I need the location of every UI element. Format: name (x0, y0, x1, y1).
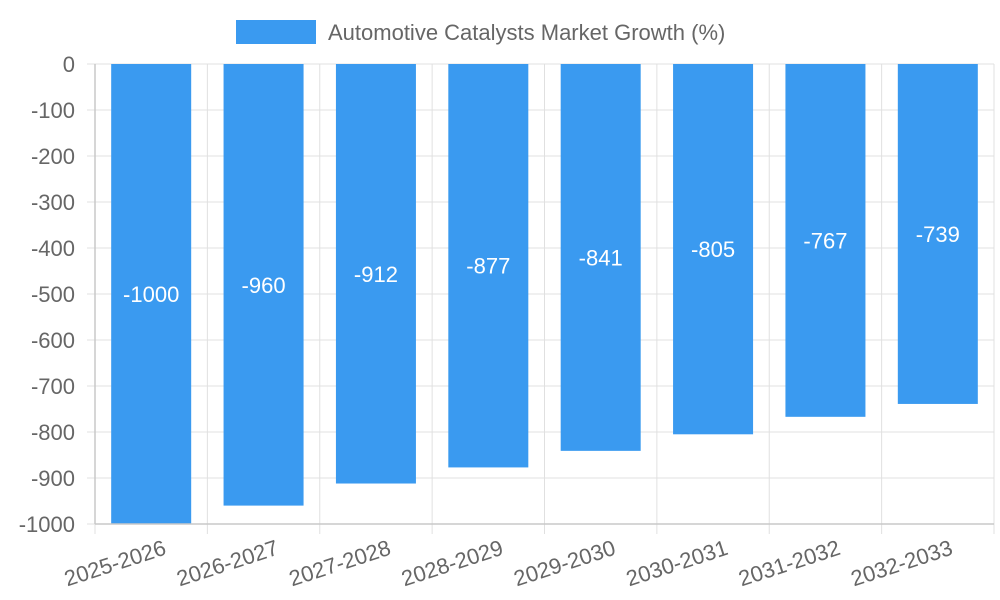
bar[interactable] (560, 64, 641, 451)
bar-value-label: -767 (803, 228, 847, 253)
y-tick-label: -600 (31, 328, 75, 353)
x-tick-label: 2025-2026 (61, 535, 169, 591)
bar[interactable] (111, 64, 192, 524)
bar[interactable] (335, 64, 416, 484)
bar[interactable] (897, 64, 978, 404)
bar[interactable] (448, 64, 529, 468)
x-tick-label: 2029-2030 (511, 535, 619, 591)
y-tick-label: 0 (63, 52, 75, 77)
y-tick-label: -900 (31, 466, 75, 491)
legend-swatch (236, 20, 316, 44)
legend-label: Automotive Catalysts Market Growth (%) (328, 20, 725, 45)
x-tick-label: 2026-2027 (174, 535, 282, 591)
bar-value-label: -912 (354, 262, 398, 287)
bar[interactable] (673, 64, 754, 435)
x-tick-label: 2032-2033 (848, 535, 956, 591)
x-tick-label: 2031-2032 (735, 535, 843, 591)
y-tick-label: -100 (31, 98, 75, 123)
y-tick-label: -800 (31, 420, 75, 445)
bar[interactable] (223, 64, 304, 506)
y-tick-label: -500 (31, 282, 75, 307)
x-tick-label: 2027-2028 (286, 535, 394, 591)
y-tick-label: -400 (31, 236, 75, 261)
bar-value-label: -877 (466, 254, 510, 279)
y-tick-label: -700 (31, 374, 75, 399)
bar-value-label: -1000 (123, 282, 179, 307)
x-tick-label: 2030-2031 (623, 535, 731, 591)
bar-value-label: -960 (242, 273, 286, 298)
bar-value-label: -739 (916, 222, 960, 247)
bar-value-label: -805 (691, 237, 735, 262)
legend[interactable]: Automotive Catalysts Market Growth (%) (236, 20, 725, 45)
bar[interactable] (785, 64, 866, 417)
bars (111, 64, 978, 524)
data-labels: -1000 -960 -912 -877 -841 -805 -767 -739 (123, 222, 960, 307)
y-tick-label: -300 (31, 190, 75, 215)
y-tick-label: -200 (31, 144, 75, 169)
bar-value-label: -841 (579, 245, 623, 270)
y-tick-label: -1000 (19, 512, 75, 537)
x-tick-label: 2028-2029 (398, 535, 506, 591)
